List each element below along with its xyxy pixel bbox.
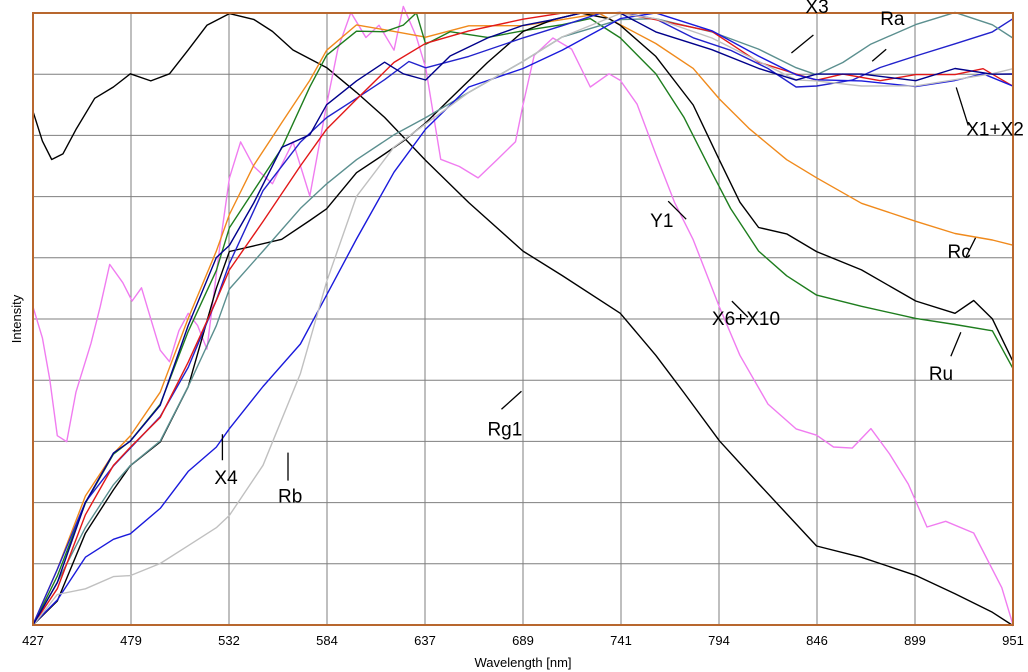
series-line-y1 xyxy=(32,5,1014,626)
y-axis-title: Intensity xyxy=(9,294,24,343)
annotation-label: Rg1 xyxy=(487,419,522,440)
annotation-leader-line xyxy=(871,48,887,62)
x-tick-label: 741 xyxy=(610,633,632,648)
x-tick-label: 899 xyxy=(904,633,926,648)
grid-lines xyxy=(33,13,1013,625)
annotation-label: Y1 xyxy=(650,211,673,232)
series-line-navy xyxy=(32,12,1014,626)
series-line-x1-x2 xyxy=(32,12,1014,626)
x-tick-label: 532 xyxy=(218,633,240,648)
annotation-label: X1+X2 xyxy=(966,119,1024,140)
x-tick-label: 427 xyxy=(22,633,44,648)
series-line-x4 xyxy=(32,12,1014,625)
annotation-leader-line xyxy=(667,200,687,220)
x-tick-label: 584 xyxy=(316,633,338,648)
x-tick-label: 479 xyxy=(120,633,142,648)
x-tick-label: 637 xyxy=(414,633,436,648)
x-tick-labels: 427 479 532 584 637 689 741 794 846 899 951 xyxy=(22,633,1024,648)
annotation-label: Ru xyxy=(929,364,953,385)
series-line-rc xyxy=(32,12,1014,625)
annotation-label: Ra xyxy=(880,9,905,30)
plot-frame xyxy=(32,12,1014,626)
annotation-leader-line xyxy=(501,390,522,410)
series-line-ru xyxy=(32,12,1014,626)
x-tick-label: 794 xyxy=(708,633,730,648)
annotation-label: Rb xyxy=(278,487,302,508)
series-layer xyxy=(32,5,1014,627)
series-line-ra xyxy=(32,11,1014,626)
x-tick-label: 846 xyxy=(806,633,828,648)
annotation-leader-line xyxy=(790,34,814,54)
x-tick-label: 951 xyxy=(1002,633,1024,648)
annotation-label: X4 xyxy=(214,468,238,489)
series-line-rb xyxy=(32,12,1014,626)
x-tick-label: 689 xyxy=(512,633,534,648)
annotation-leader-line xyxy=(955,87,969,126)
series-line-rg1 xyxy=(32,12,1014,627)
annotation-label: Rc xyxy=(948,242,971,263)
annotation-label: X3 xyxy=(805,0,828,18)
annotation-leader-line xyxy=(964,237,977,259)
annotation-label: X6+X10 xyxy=(712,309,780,330)
x-axis-title: Wavelength [nm] xyxy=(474,655,571,670)
annotation-leader-line xyxy=(731,300,749,318)
series-annotations: X3 Ra X1+X2 Y1 Rc X6+X10 Ru Rg1 X4 Rb xyxy=(214,0,1023,508)
annotation-leader-line xyxy=(950,331,962,357)
